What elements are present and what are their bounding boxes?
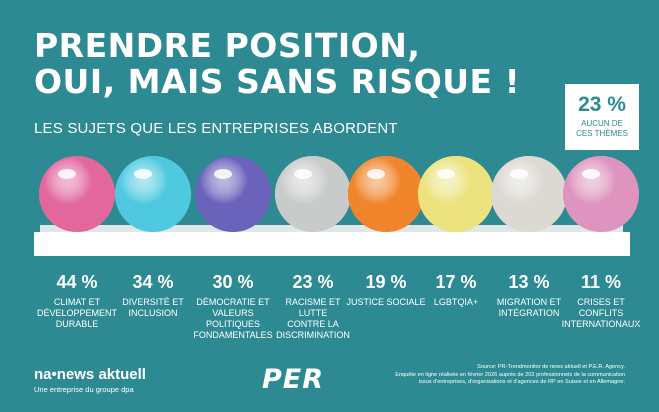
bubble-shade-4 (275, 156, 351, 232)
bubble-shade-8 (563, 156, 639, 232)
source-note: Source: PR-Trendmonitor de news aktuell … (325, 364, 625, 387)
value-label-5: 19 % (365, 272, 407, 292)
bubble-highlight-8 (582, 169, 600, 179)
source-line-3: issus d'entreprises, d'organisations et … (418, 379, 625, 385)
per-logo: PER (262, 364, 325, 395)
none-stat-value: 23 % (578, 93, 626, 116)
bubble-shade-5 (348, 156, 424, 232)
bubble-shade-7 (491, 156, 567, 232)
category-label-4-line2: LUTTE (298, 308, 328, 318)
category-label-2-line2: INCLUSION (128, 308, 178, 318)
category-label-8-line2: CONFLITS (578, 308, 624, 318)
category-column-8: 11 % CRISES ET CONFLITS INTERNATIONAUX (561, 272, 641, 330)
page-title: PRENDRE POSITION, OUI, MAIS SANS RISQUE … (34, 28, 520, 100)
none-stat-box: 23 % AUCUN DE CES THÈMES (565, 84, 639, 150)
category-label-3-line1: DÉMOCRATIE ET (196, 297, 270, 307)
category-column-1: 44 % CLIMAT ET DÉVELOPPEMENT DURABLE (37, 272, 117, 330)
bubble-highlight-7 (510, 169, 528, 179)
bubble-shade-6 (418, 156, 494, 232)
none-stat-label-line2: CES THÈMES (576, 129, 628, 138)
category-column-7: 13 % MIGRATION ET INTÉGRATION (489, 272, 569, 319)
shelf (34, 232, 630, 256)
value-label-1: 44 % (56, 272, 98, 292)
bubble-shade-1 (39, 156, 115, 232)
value-label-6: 17 % (435, 272, 477, 292)
category-column-3: 30 % DÉMOCRATIE ET VALEURS POLITIQUES FONDAM… (193, 272, 273, 341)
category-label-1-line1: CLIMAT ET (53, 297, 101, 307)
bubble-highlight-6 (437, 169, 455, 179)
value-label-2: 34 % (132, 272, 174, 292)
title-line-1: PRENDRE POSITION, (34, 26, 421, 65)
title-line-2: OUI, MAIS SANS RISQUE ! (34, 62, 521, 101)
value-label-3: 30 % (212, 272, 254, 292)
category-label-7-line1: MIGRATION ET (496, 297, 562, 307)
value-label-4: 23 % (292, 272, 334, 292)
bubble-highlight-2 (134, 169, 152, 179)
category-label-4-line1: RACISME ET (285, 297, 341, 307)
bubble-shade-3 (195, 156, 271, 232)
shelf-top (40, 225, 623, 235)
bubble-highlight-5 (367, 169, 385, 179)
logo-tagline: Une entreprise du groupe dpa (34, 385, 134, 394)
category-column-6: 17 % LGBTQIA+ (416, 272, 496, 308)
category-label-1-line3: DURABLE (55, 319, 99, 329)
category-label-7-line2: INTÉGRATION (498, 308, 560, 318)
category-label-3-line2: VALEURS (212, 308, 254, 318)
bubble-highlight-4 (294, 169, 312, 179)
news-aktuell-logo: na•news aktuell (34, 366, 146, 383)
category-label-1-line2: DÉVELOPPEMENT (37, 308, 118, 318)
subtitle: LES SUJETS QUE LES ENTREPRISES ABORDENT (34, 120, 398, 137)
bubble-shade-2 (115, 156, 191, 232)
category-column-4: 23 % RACISME ET LUTTE CONTRE LA DISCRIMINATI… (273, 272, 353, 341)
value-label-8: 11 % (580, 272, 622, 292)
bubble-highlight-1 (58, 169, 76, 179)
category-label-5-line1: JUSTICE SOCIALE (346, 297, 426, 307)
category-column-5: 19 % JUSTICE SOCIALE (346, 272, 426, 308)
category-column-2: 34 % DIVERSITÉ ET INCLUSION (113, 272, 193, 319)
category-label-3-line3: POLITIQUES (205, 319, 260, 329)
category-label-4-line3: CONTRE LA (287, 319, 339, 329)
bubble-highlight-3 (214, 169, 232, 179)
source-line-2: Enquête en ligne réalisée en février 202… (395, 371, 625, 378)
category-label-4-line4: DISCRIMINATION (276, 330, 350, 340)
none-stat-label-line1: AUCUN DE (581, 119, 623, 128)
category-label-8-line1: CRISES ET (577, 297, 625, 307)
category-label-6-line1: LGBTQIA+ (433, 297, 479, 307)
category-label-8-line3: INTERNATIONAUX (561, 319, 641, 329)
value-label-7: 13 % (508, 272, 550, 292)
category-label-2-line1: DIVERSITÉ ET (122, 297, 184, 307)
category-label-3-line4: FONDAMENTALES (193, 330, 273, 340)
source-line-1: Source: PR-Trendmonitor de news aktuell … (477, 364, 625, 370)
